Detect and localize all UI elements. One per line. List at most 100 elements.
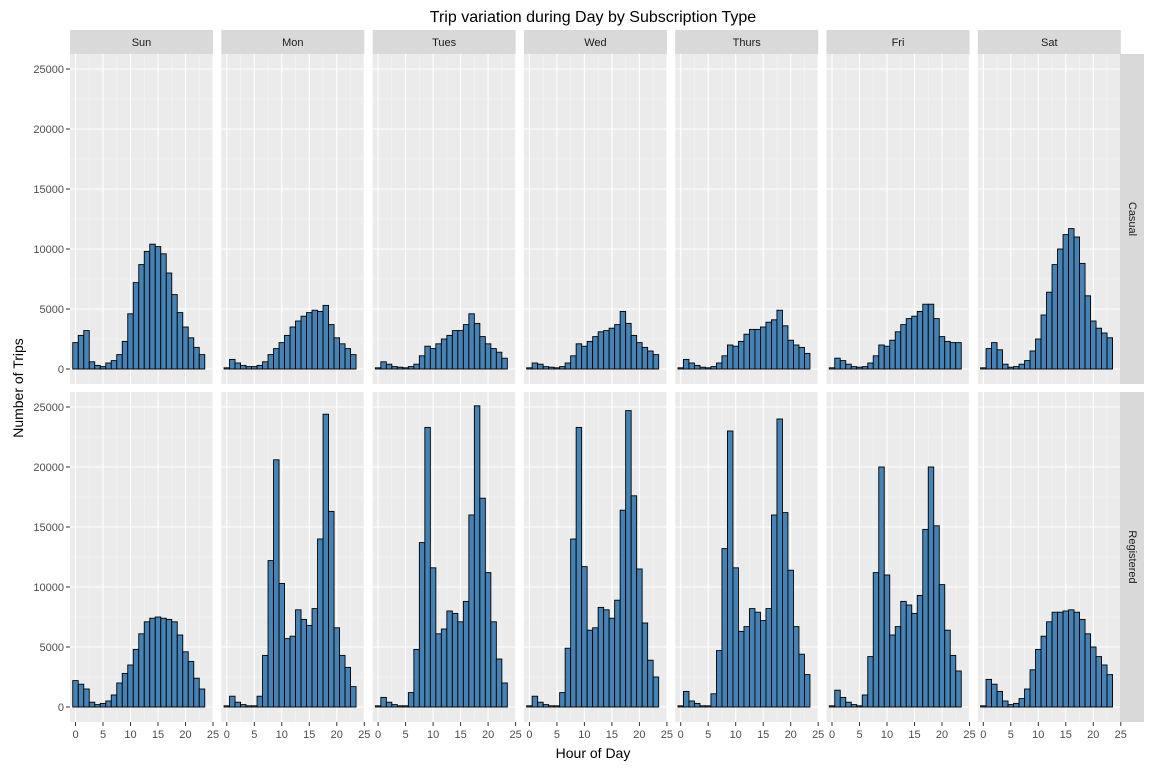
bar xyxy=(793,626,800,708)
bar xyxy=(996,690,1003,708)
bar xyxy=(484,572,492,708)
bar xyxy=(911,612,918,708)
x-tick-label: 25 xyxy=(661,729,673,741)
panel-casual-mon xyxy=(221,54,365,384)
bar xyxy=(132,648,140,708)
bar xyxy=(132,282,140,370)
bar xyxy=(548,366,555,370)
bar xyxy=(771,514,778,708)
x-tick-label: 0 xyxy=(526,729,532,741)
x-tick-label: 15 xyxy=(757,729,769,741)
x-tick-label: 5 xyxy=(856,729,862,741)
bar xyxy=(586,340,594,370)
x-tick-label: 10 xyxy=(578,729,590,741)
bar xyxy=(160,617,167,708)
bar xyxy=(1051,264,1059,370)
bar xyxy=(127,313,134,370)
bar xyxy=(468,313,475,370)
strip-mon xyxy=(221,30,365,54)
bar xyxy=(105,700,112,708)
bar xyxy=(154,246,162,370)
bar xyxy=(1057,248,1064,370)
bar xyxy=(1018,363,1025,370)
bar xyxy=(834,357,841,370)
bar xyxy=(149,617,156,708)
bar xyxy=(234,362,242,370)
bar xyxy=(927,303,935,370)
bar xyxy=(867,656,874,708)
strip-label-mon: Mon xyxy=(282,37,303,49)
bar xyxy=(548,705,555,708)
bar xyxy=(614,324,621,370)
bar xyxy=(429,348,437,370)
bar xyxy=(182,651,189,708)
bar xyxy=(721,548,728,708)
bar xyxy=(699,366,706,370)
x-tick-label: 0 xyxy=(224,729,230,741)
x-tick-label: 15 xyxy=(1060,729,1072,741)
bar xyxy=(457,330,464,370)
bar xyxy=(630,495,638,708)
bar xyxy=(619,509,627,708)
bar xyxy=(850,366,858,370)
bar xyxy=(608,327,616,370)
bar xyxy=(980,367,987,370)
bar xyxy=(738,630,745,708)
bar xyxy=(688,700,695,708)
bar xyxy=(83,688,90,708)
bar xyxy=(479,336,486,370)
bar xyxy=(396,705,404,708)
bar xyxy=(922,303,929,370)
x-tick-label: 0 xyxy=(829,729,835,741)
bar xyxy=(793,344,800,370)
bar xyxy=(1002,700,1009,708)
bar xyxy=(1073,236,1081,370)
bar xyxy=(385,701,393,708)
bar xyxy=(501,682,508,708)
bar xyxy=(641,346,649,370)
panel-registered-mon: 0 5 10 15 20 25 xyxy=(221,392,370,741)
bar xyxy=(625,410,632,708)
bar xyxy=(716,650,723,708)
bar xyxy=(278,342,285,370)
bar xyxy=(176,312,184,370)
bar xyxy=(143,621,151,708)
bar xyxy=(526,367,533,370)
bar xyxy=(878,466,885,708)
x-tick-label: 20 xyxy=(482,729,494,741)
bar xyxy=(944,629,951,708)
bar xyxy=(1095,327,1103,370)
bar xyxy=(317,310,324,370)
bar xyxy=(380,361,387,370)
bar xyxy=(1007,366,1014,370)
bar xyxy=(798,346,805,370)
bar xyxy=(597,606,605,708)
x-tick-label: 5 xyxy=(554,729,560,741)
x-tick-label: 15 xyxy=(152,729,164,741)
x-tick-label: 20 xyxy=(331,729,343,741)
bar xyxy=(738,340,745,370)
bar xyxy=(350,354,357,370)
bar xyxy=(581,566,588,708)
bar xyxy=(374,705,382,708)
bar xyxy=(1090,646,1097,708)
strip-fri xyxy=(826,30,970,54)
bar xyxy=(683,358,690,370)
panel-registered-sun: 0 5000 10000 15000 20000 25000 0 5 10 15 20 25 xyxy=(33,392,219,741)
bar xyxy=(462,324,470,370)
bar xyxy=(776,418,783,708)
bar xyxy=(845,701,852,708)
bar xyxy=(839,696,847,708)
bar xyxy=(980,705,987,708)
bar xyxy=(198,688,206,708)
bar xyxy=(160,253,167,370)
bar xyxy=(1046,621,1053,708)
bar xyxy=(234,701,242,708)
bar xyxy=(462,600,470,708)
bar xyxy=(743,333,750,370)
bar xyxy=(1029,669,1037,708)
bar xyxy=(1013,702,1020,708)
bar xyxy=(187,660,195,708)
x-tick-label: 15 xyxy=(606,729,618,741)
bar xyxy=(985,678,992,708)
